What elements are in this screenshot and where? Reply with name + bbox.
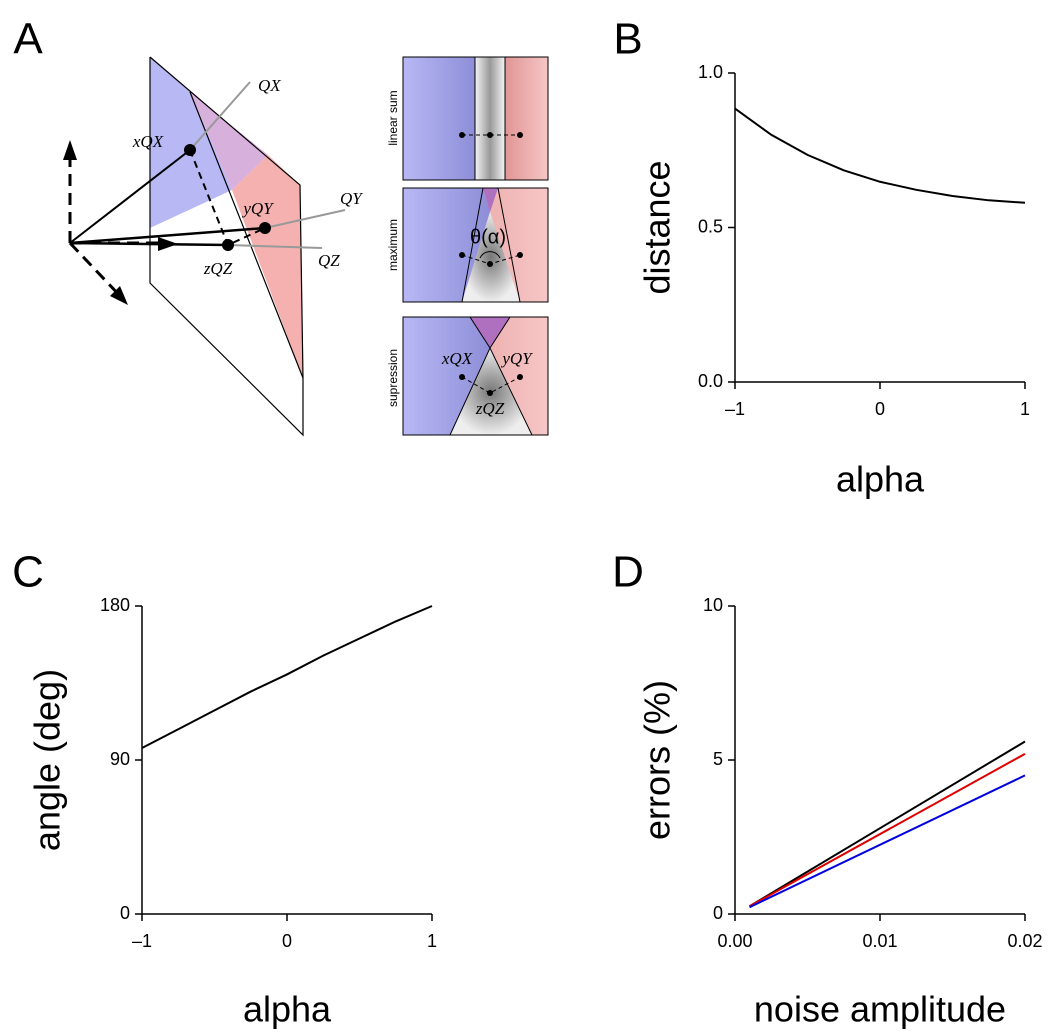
- vector-line: [264, 209, 346, 229]
- y-tick-label: 0: [713, 903, 723, 923]
- point: [259, 222, 271, 234]
- y-tick-label: 1.0: [698, 62, 723, 82]
- x-tick-label: –1: [132, 931, 152, 951]
- y-axis-label: angle (deg): [27, 669, 68, 851]
- vector: [69, 226, 266, 245]
- point: [184, 144, 196, 156]
- angle-label: θ(α): [470, 226, 506, 248]
- inset-region: [505, 57, 548, 180]
- data-line: [749, 774, 1026, 909]
- point-label: zQZ: [203, 259, 233, 278]
- inset-region: [403, 57, 475, 180]
- x-tick-label: –1: [725, 399, 745, 419]
- x-axis-label: alpha: [836, 459, 925, 500]
- arrow-head: [110, 286, 128, 305]
- axis-arrow: [68, 241, 124, 300]
- vector-label: QZ: [318, 251, 340, 270]
- vector-line: [189, 81, 251, 151]
- arrow-head: [63, 140, 77, 160]
- x-tick-label: 0: [875, 399, 885, 419]
- inset-region: [403, 317, 490, 435]
- x-tick-label: 1: [427, 931, 437, 951]
- inset-label: maximum: [386, 219, 400, 271]
- boundary: [497, 187, 521, 303]
- y-tick-label: 0.5: [698, 216, 723, 236]
- x-axis-label: noise amplitude: [754, 989, 1006, 1030]
- panel-label: C: [12, 548, 44, 597]
- x-tick-label: 1: [1020, 399, 1030, 419]
- inset-region: [470, 317, 510, 348]
- point: [517, 252, 523, 258]
- inset-frame: [402, 56, 549, 181]
- x-tick-label: 0.00: [717, 931, 752, 951]
- data-line: [734, 107, 1026, 204]
- point: [487, 261, 493, 267]
- point: [517, 374, 523, 380]
- vector-label: QY: [340, 189, 363, 208]
- data-line: [749, 752, 1026, 908]
- point-label: yQY: [241, 199, 274, 218]
- panel-label: D: [612, 548, 644, 597]
- y-tick-label: 180: [100, 595, 130, 615]
- point-label: xQX: [132, 132, 164, 151]
- arrow-head: [158, 237, 178, 251]
- region-purple: [190, 92, 268, 190]
- point: [459, 252, 465, 258]
- y-tick-label: 5: [713, 749, 723, 769]
- point: [459, 132, 465, 138]
- y-axis-label: distance: [637, 160, 678, 294]
- point: [487, 390, 493, 396]
- inset-region: [403, 188, 490, 302]
- x-axis-label: alpha: [243, 989, 332, 1030]
- inset-region: [462, 212, 520, 302]
- x-tick-label: 0.02: [1007, 931, 1042, 951]
- inset-frame: [402, 187, 549, 303]
- vector: [69, 241, 229, 247]
- inset-frame: [402, 316, 549, 436]
- vector-line: [227, 244, 323, 249]
- x-tick-label: 0.01: [862, 931, 897, 951]
- panel-label: B: [613, 15, 642, 64]
- region-blue: [150, 57, 232, 228]
- point-label: zQZ: [475, 399, 505, 418]
- point-label: yQY: [500, 349, 533, 368]
- x-tick-label: 0: [282, 931, 292, 951]
- inset-label: linear sum: [386, 90, 400, 145]
- vector: [69, 149, 191, 244]
- boundary: [461, 187, 484, 303]
- y-tick-label: 0.0: [698, 371, 723, 391]
- edge: [189, 91, 304, 379]
- panel-label: A: [13, 15, 43, 64]
- point-label: xQX: [441, 349, 473, 368]
- point: [459, 374, 465, 380]
- data-line: [748, 740, 1026, 908]
- inset-region: [483, 188, 498, 212]
- y-axis-label: errors (%): [637, 680, 678, 840]
- y-tick-label: 0: [120, 903, 130, 923]
- inset-label: supression: [386, 349, 400, 407]
- plane-outline: [149, 56, 304, 437]
- vector-label: QX: [258, 76, 281, 95]
- y-tick-label: 10: [703, 595, 723, 615]
- region-pink: [232, 155, 303, 378]
- point: [517, 132, 523, 138]
- inset-region: [475, 57, 505, 180]
- connector: [461, 376, 521, 394]
- point: [222, 239, 234, 251]
- panel-a: A QX QY QZ xQX yQY zQZ: [13, 15, 549, 437]
- angle-arc: [479, 251, 501, 259]
- y-tick-label: 90: [110, 749, 130, 769]
- point: [487, 132, 493, 138]
- boundary: [449, 346, 533, 436]
- data-line: [141, 605, 433, 749]
